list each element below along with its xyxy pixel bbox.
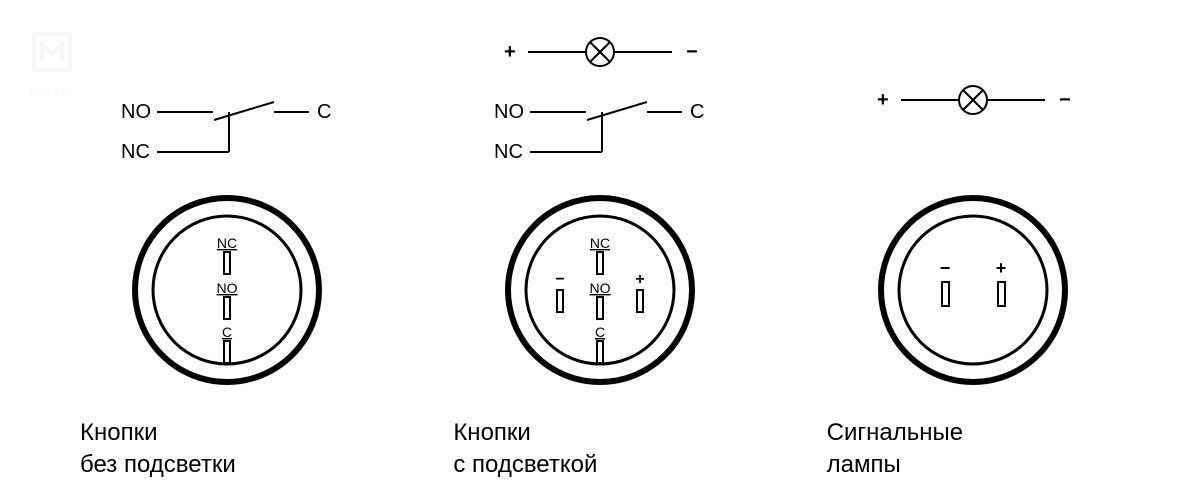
label-plus: + (504, 41, 516, 63)
pin-label-minus2: − (940, 258, 951, 278)
schematic-signal: + − (843, 20, 1103, 180)
pin-label-minus: − (555, 271, 564, 288)
connector-5pin: NC NO C − + (500, 190, 700, 395)
watermark-text: MEYERTEC (28, 89, 76, 96)
lamp-symbol-top: + − (500, 32, 700, 72)
column-signal-lamp: + − − + Сигнальные лампы (787, 20, 1160, 482)
caption-line2: без подсветки (80, 451, 236, 478)
pin-label-c2: C (595, 324, 605, 340)
label-nc: NC (121, 141, 150, 163)
column-no-backlight: NO NC C NC NO C (40, 20, 413, 482)
label-c: C (317, 101, 331, 123)
pin-label-nc2: NC (590, 235, 610, 251)
pin-label-no: NO (216, 280, 237, 296)
schematic-no-backlight: NO NC C (97, 20, 357, 180)
schematic-with-backlight: + − NO NC C (470, 20, 730, 180)
connector-2pin: − + (873, 190, 1073, 395)
caption-line1: Кнопки (80, 419, 157, 446)
watermark-logo: MEYERTEC (28, 28, 76, 96)
label-c2: C (690, 101, 704, 123)
label-minus2: − (1059, 89, 1071, 111)
caption-with-backlight: Кнопки с подсветкой (413, 417, 597, 482)
column-with-backlight: + − NO NC C (413, 20, 786, 482)
pin-label-no2: NO (589, 280, 610, 296)
caption-line2b: с подсветкой (453, 451, 597, 478)
label-nc2: NC (494, 141, 523, 163)
label-no: NO (121, 101, 151, 123)
switch-symbol-2: NO NC C (490, 90, 710, 180)
caption-signal: Сигнальные лампы (787, 417, 963, 482)
label-no2: NO (494, 101, 524, 123)
label-plus2: + (877, 89, 889, 111)
caption-line1c: Сигнальные (827, 419, 963, 446)
label-minus: − (686, 41, 698, 63)
caption-no-backlight: Кнопки без подсветки (40, 417, 236, 482)
lamp-symbol-mid: + − (873, 80, 1073, 120)
caption-line1b: Кнопки (453, 419, 530, 446)
diagram-container: NO NC C NC NO C (0, 0, 1200, 500)
pin-label-c: C (222, 324, 232, 340)
switch-symbol: NO NC C (117, 90, 337, 180)
pin-label-nc: NC (217, 235, 237, 251)
pin-label-plus: + (635, 271, 644, 288)
caption-line2c: лампы (827, 451, 901, 478)
pin-label-plus2: + (996, 258, 1007, 278)
connector-3pin: NC NO C (127, 190, 327, 395)
